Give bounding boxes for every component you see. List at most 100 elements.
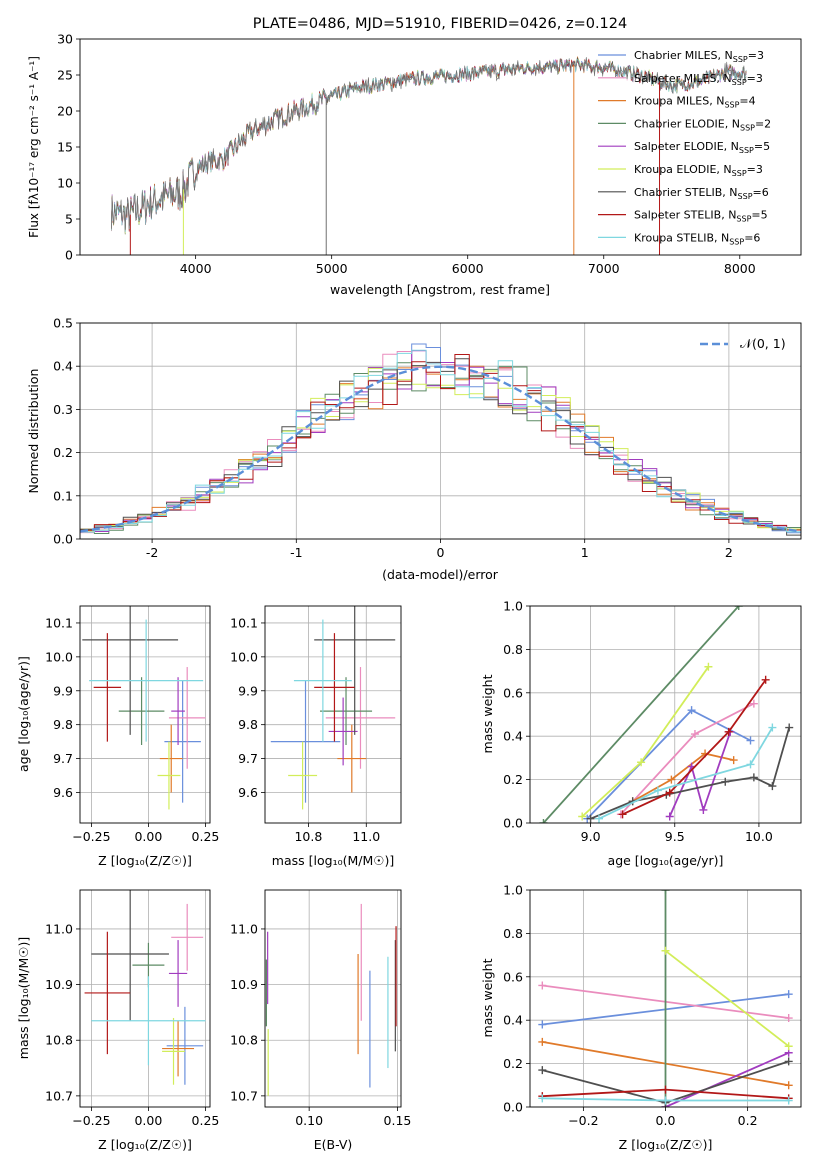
weight-marker: [637, 758, 646, 767]
mass-vs-ebv-marks: [265, 903, 397, 1096]
x-axis-label: Z [log₁₀(Z/Z☉)]: [619, 1137, 713, 1152]
weight-marker: [704, 662, 713, 671]
x-tick-label: 10.8: [294, 829, 322, 844]
errorbar-point-2: [325, 667, 396, 769]
y-tick-label: 11.0: [45, 921, 73, 936]
weight-line-7: [590, 727, 791, 820]
x-tick-label: 2: [725, 545, 733, 560]
weight-marker: [746, 736, 755, 745]
x-tick-label: 0: [437, 545, 445, 560]
y-tick-label: 9.8: [238, 717, 258, 732]
errorbar-point-2: [171, 903, 204, 971]
legend-entry: 𝒩(0, 1): [740, 336, 786, 351]
y-tick-label: 10.9: [230, 977, 258, 992]
x-tick-label: 6000: [452, 261, 484, 276]
weight-line-6: [664, 950, 790, 1047]
y-axis-label: age [log₁₀(age/yr)]: [16, 656, 31, 772]
y-tick-label: 0.0: [53, 532, 73, 547]
errorbar-point-7: [314, 606, 396, 735]
weight-marker: [538, 1037, 547, 1046]
spectrum-data-line: [111, 57, 747, 230]
y-tick-label: 0.0: [503, 816, 523, 831]
legend-sub: SSP: [733, 55, 748, 64]
weight-vs-age-marks: [539, 606, 794, 823]
x-tick-label: -1: [290, 545, 302, 560]
errorbar-point-4: [118, 677, 165, 746]
y-tick-label: 10.1: [230, 615, 258, 630]
weight-marker: [784, 1057, 793, 1066]
y-tick-label: 1.0: [503, 883, 523, 898]
weight-marker: [539, 819, 548, 823]
axes-frame: [529, 889, 802, 1108]
weight-marker: [690, 730, 699, 739]
errorbar-point-9: [293, 619, 352, 742]
legend-entry: Chabrier ELODIE, NSSP=2: [634, 117, 771, 132]
legend-sub: SSP: [740, 123, 755, 132]
y-tick-label: 0.4: [503, 1013, 523, 1028]
errorbar-point-5: [328, 697, 358, 766]
weight-marker: [724, 727, 733, 736]
legend-sub: SSP: [732, 169, 747, 178]
errorbar-point-1: [270, 680, 341, 803]
y-tick-label: 0: [65, 248, 73, 263]
legend-tail: =4: [739, 95, 755, 108]
y-tick-label: 10: [57, 176, 73, 191]
x-axis-label: wavelength [Angstrom, rest frame]: [330, 282, 550, 297]
y-tick-label: 0.4: [503, 729, 523, 744]
axes-frame: [79, 322, 802, 540]
y-tick-label: 10.1: [45, 615, 73, 630]
errorbar-point-6: [162, 1017, 185, 1085]
weight-marker: [746, 760, 755, 769]
spectrum-panel: 4000 5000 6000 7000 8000 0 5 10 15 20 25 30 Chabrier…: [27, 16, 802, 297]
y-tick-label: 9.6: [238, 785, 258, 800]
legend-entry: Kroupa STELIB, NSSP=6: [634, 231, 760, 246]
weight-marker: [661, 890, 670, 894]
x-axis-label: mass [log₁₀(M/M☉)]: [272, 853, 394, 868]
weight-marker: [578, 812, 587, 821]
x-tick-label: 0.2: [738, 1113, 758, 1128]
legend-entry: Salpeter STELIB, NSSP=5: [634, 209, 768, 224]
x-tick-label: 9.5: [665, 829, 685, 844]
y-axis-label: mass [log₁₀(M/M☉)]: [16, 937, 31, 1059]
y-tick-label: 10.9: [45, 977, 73, 992]
legend-label: Salpeter MILES, N: [634, 72, 732, 85]
weight-marker: [749, 773, 758, 782]
weight-line-1: [586, 709, 751, 820]
errorbar-point-3: [162, 1020, 195, 1077]
weight-marker: [538, 1066, 547, 1075]
weight-marker: [618, 810, 627, 819]
x-axis-label: E(B-V): [314, 1137, 353, 1152]
y-tick-label: 9.8: [53, 717, 73, 732]
x-tick-label: −0.25: [72, 1113, 110, 1128]
weight-vs-z-marks: [538, 890, 793, 1107]
errorbar-point-8: [93, 633, 122, 742]
weight-line-8: [622, 679, 767, 816]
weight-vs-z-panel: −0.2 0.0 0.2 0.0 0.2 0.4 0.6 0.8 1.0 Z [log₁₀(Z/Z…: [480, 883, 802, 1152]
y-tick-label: 9.6: [53, 785, 73, 800]
age-vs-mass-marks: [270, 606, 396, 810]
weight-marker: [595, 814, 604, 823]
y-tick-label: 0.6: [503, 969, 523, 984]
weight-marker: [721, 777, 730, 786]
x-tick-label: 7000: [588, 261, 620, 276]
y-axis-label: Flux [fλ10⁻¹⁷ erg cm⁻² s⁻¹ A⁻¹]: [27, 56, 41, 238]
age-vs-mass-panel: 10.8 11.0 9.6 9.7 9.8 9.9 10.0 10.1 mass [log₁₀(…: [230, 605, 402, 868]
y-tick-label: 0.3: [53, 402, 73, 417]
y-tick-label: 15: [57, 140, 73, 155]
weight-marker: [784, 1081, 793, 1090]
errorbar-point-6: [288, 741, 318, 810]
mass-vs-z-marks: [84, 890, 206, 1085]
legend-sub: SSP: [736, 215, 751, 224]
legend-tail: =3: [748, 49, 764, 62]
y-tick-label: 0.2: [503, 772, 523, 787]
axes-frame: [264, 889, 402, 1108]
errorbar-point-5: [168, 940, 188, 1007]
weight-marker: [538, 1094, 547, 1103]
weight-marker: [761, 675, 770, 684]
x-tick-label: -2: [146, 545, 158, 560]
errorbar-point-9: [89, 619, 204, 742]
spectrum-lines: [111, 55, 747, 255]
errorbar-point-4: [319, 677, 373, 746]
weight-marker: [538, 981, 547, 990]
